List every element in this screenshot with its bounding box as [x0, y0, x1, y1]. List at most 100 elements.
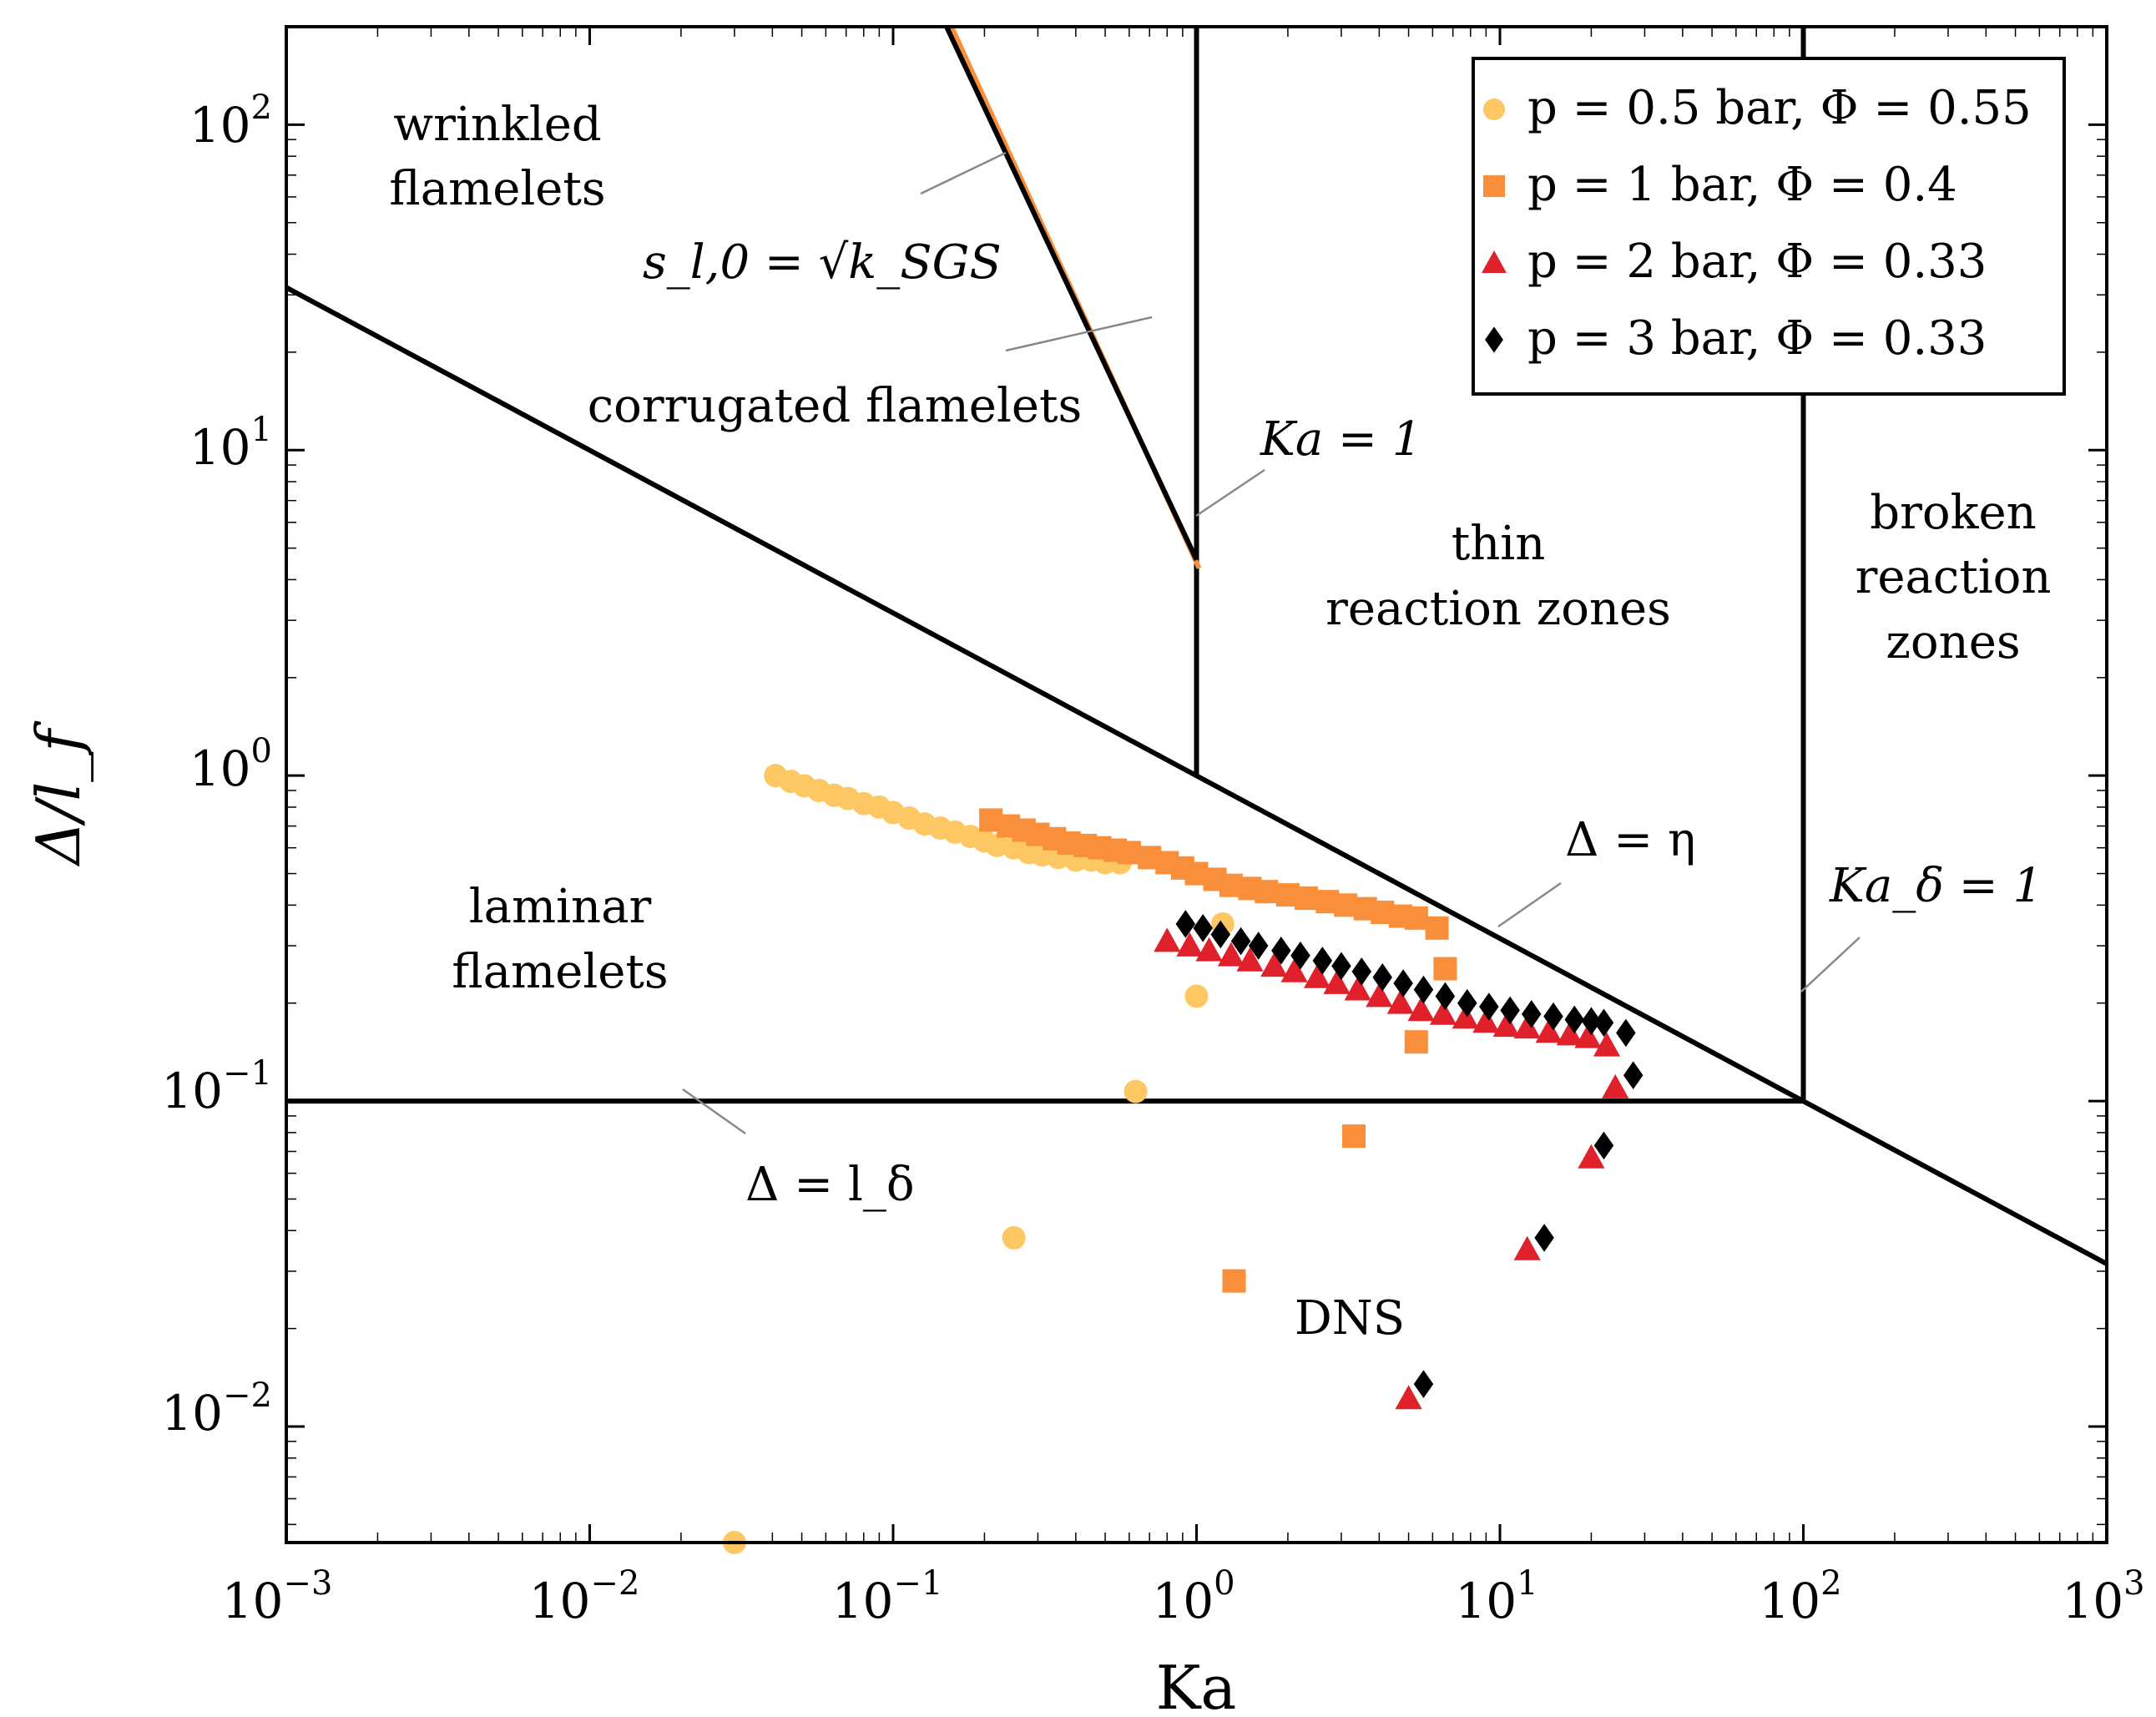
legend-entry-label: p = 1 bar, Φ = 0.4: [1527, 158, 1957, 212]
legend-marker-diamond: [1485, 326, 1503, 353]
data-point-diamond: [1479, 992, 1499, 1021]
data-point-triangle: [1236, 947, 1264, 972]
x-tick-label: 10−1: [832, 1564, 943, 1629]
data-point-diamond: [1271, 936, 1291, 965]
region-labels: wrinkled flamelets corrugated flamelets …: [389, 98, 2051, 1346]
leader-ka1: [1195, 468, 1265, 518]
regime-boundaries: [286, 27, 2107, 1266]
leader-kadelta: [1800, 937, 1861, 992]
data-point-diamond: [1230, 927, 1251, 956]
data-point-triangle: [1323, 969, 1351, 994]
data-point-square: [1117, 841, 1141, 865]
region-broken-line2: reaction: [1856, 550, 2052, 604]
data-point-triangle: [1513, 1014, 1541, 1039]
data-point-triangle: [1578, 1144, 1605, 1169]
data-point-diamond: [1435, 982, 1456, 1011]
data-point-diamond: [1521, 1000, 1542, 1028]
x-axis-label: Ka: [1156, 1653, 1237, 1717]
legend-markers: [1482, 98, 1507, 353]
data-point-triangle: [1260, 952, 1288, 977]
x-tick-label: 10−2: [529, 1564, 640, 1629]
leader-sqrt-1: [920, 151, 1007, 195]
data-point-diamond: [1393, 969, 1413, 997]
data-point-triangle: [1407, 997, 1435, 1022]
region-thin-line2: reaction zones: [1325, 582, 1671, 636]
data-point-square: [1255, 880, 1279, 904]
data-point-diamond: [1248, 932, 1269, 960]
region-dns: DNS: [1295, 1291, 1405, 1346]
data-point-triangle: [1304, 963, 1331, 988]
data-point-diamond: [1372, 963, 1393, 992]
region-wrinkled-line1: wrinkled: [393, 98, 602, 152]
data-point-square: [1334, 893, 1358, 917]
data-point-diamond: [1413, 1370, 1434, 1398]
data-point-diamond: [1457, 988, 1477, 1018]
legend-marker-circle: [1483, 98, 1505, 120]
data-point-triangle: [1195, 937, 1223, 962]
data-point-diamond: [1413, 975, 1434, 1004]
data-point-diamond: [1290, 941, 1310, 970]
x-tick-labels: 10−3 10−2 10−1 100 101 102 103: [222, 1564, 2145, 1629]
data-point-triangle: [1176, 932, 1204, 957]
data-point-triangle: [1574, 1023, 1602, 1048]
y-axis-label: Δ/l_f: [23, 720, 93, 867]
leader-sqrt-2: [1005, 316, 1153, 352]
x-tick-label: 103: [2062, 1564, 2144, 1629]
data-point-triangle: [1513, 1235, 1541, 1260]
data-point-triangle: [1602, 1073, 1629, 1098]
x-tick-label: 10−3: [222, 1564, 333, 1629]
data-point-triangle: [1344, 976, 1371, 1001]
region-laminar-line1: laminar: [469, 880, 652, 934]
data-point-diamond: [1500, 996, 1520, 1025]
region-laminar-line2: flamelets: [452, 945, 668, 999]
data-point-triangle: [1429, 1000, 1457, 1025]
boundary-s-eq-sqrt-k-black: [944, 27, 1199, 562]
legend-entry-label: p = 0.5 bar, Φ = 0.55: [1527, 81, 2032, 135]
data-point-square: [1294, 886, 1318, 911]
annot-ldelta: Δ = l_δ: [745, 1158, 915, 1212]
legend-marker-triangle: [1482, 250, 1507, 273]
legend-entry-label: p = 3 bar, Φ = 0.33: [1527, 311, 1987, 366]
leader-eta: [1497, 881, 1562, 928]
data-point-triangle: [1472, 1008, 1500, 1033]
legend-marker-square: [1483, 175, 1505, 197]
region-broken-line1: broken: [1870, 486, 2036, 540]
data-point-diamond: [1543, 1002, 1563, 1031]
data-point-triangle: [1217, 942, 1245, 967]
data-point-diamond: [1616, 1018, 1636, 1048]
data-markers: [722, 764, 1644, 1554]
x-tick-label: 102: [1759, 1564, 1841, 1629]
annot-eta: Δ = η: [1565, 813, 1696, 867]
data-point-diamond: [1351, 957, 1372, 986]
data-point-triangle: [1556, 1021, 1583, 1046]
data-point-circle: [1123, 1079, 1148, 1103]
data-point-square: [1425, 916, 1449, 940]
data-point-triangle: [1366, 982, 1393, 1007]
data-point-diamond: [1210, 920, 1231, 949]
legend-box: [1472, 57, 2066, 396]
leader-ldelta: [682, 1088, 746, 1135]
data-point-triangle: [1395, 1385, 1422, 1410]
region-wrinkled-line2: flamelets: [389, 162, 605, 216]
data-point-circle: [1184, 984, 1209, 1008]
y-tick-label: 101: [189, 411, 272, 476]
data-point-diamond: [1312, 947, 1333, 975]
data-point-triangle: [1492, 1013, 1520, 1038]
boundary-annotations: s_l,0 = √k_SGS Ka = 1 Δ = η Ka_δ = 1 Δ =…: [643, 235, 2042, 1212]
annot-ka1: Ka = 1: [1260, 412, 1421, 467]
data-point-diamond: [1581, 1007, 1602, 1036]
data-point-square: [1404, 906, 1428, 930]
data-point-square: [1404, 1030, 1428, 1054]
data-point-circle: [1002, 1225, 1026, 1250]
data-point-triangle: [1280, 957, 1308, 982]
annot-sqrt: s_l,0 = √k_SGS: [643, 235, 1002, 290]
plot-frame: [285, 25, 2108, 1544]
data-point-diamond: [1623, 1061, 1644, 1090]
annot-kadelta: Ka_δ = 1: [1829, 859, 2042, 913]
data-point-triangle: [1154, 927, 1181, 952]
data-point-diamond: [1175, 910, 1196, 938]
data-point-triangle: [1535, 1018, 1563, 1043]
region-corrugated: corrugated flamelets: [588, 379, 1082, 433]
data-point-diamond: [1593, 1131, 1614, 1160]
